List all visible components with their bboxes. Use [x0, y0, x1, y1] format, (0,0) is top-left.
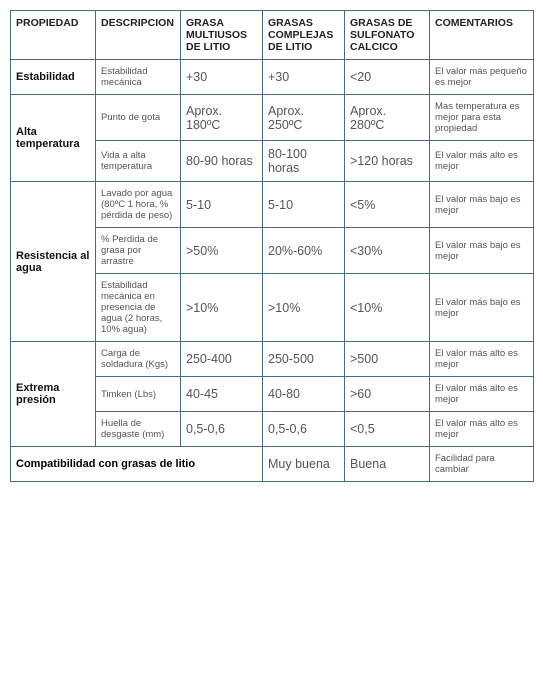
prop-cell: Estabilidad [11, 60, 96, 95]
val-cell: >10% [263, 274, 345, 342]
comment-cell: El valor más bajo es mejor [430, 182, 534, 228]
val-cell: +30 [263, 60, 345, 95]
val-cell: <10% [345, 274, 430, 342]
comment-cell: El valor más alto es mejor [430, 342, 534, 377]
val-cell: >120 horas [345, 141, 430, 182]
val-cell: >50% [181, 228, 263, 274]
comment-cell: El valor más alto es mejor [430, 377, 534, 412]
prop-cell: Extrema presión [11, 342, 96, 447]
col-grasas-complejas: GRASAS COMPLEJAS DE LITIO [263, 11, 345, 60]
header-row: PROPIEDAD DESCRIPCION GRASA MULTIUSOS DE… [11, 11, 534, 60]
val-cell: 40-45 [181, 377, 263, 412]
table-row: Extrema presión Carga de soldadura (Kgs)… [11, 342, 534, 377]
grease-comparison-table: PROPIEDAD DESCRIPCION GRASA MULTIUSOS DE… [10, 10, 534, 482]
desc-cell: Lavado por agua (80ºC 1 hora, % pérdida … [96, 182, 181, 228]
val-cell: Muy buena [263, 447, 345, 482]
desc-cell: Huella de desgaste (mm) [96, 412, 181, 447]
val-cell: +30 [181, 60, 263, 95]
val-cell: 250-500 [263, 342, 345, 377]
comment-cell: Facilidad para cambiar [430, 447, 534, 482]
val-cell: 80-100 horas [263, 141, 345, 182]
comment-cell: El valor más pequeño es mejor [430, 60, 534, 95]
col-grasas-sulfonato: GRASAS DE SULFONATO CALCICO [345, 11, 430, 60]
comment-cell: El valor más alto es mejor [430, 141, 534, 182]
prop-cell: Resistencia al agua [11, 182, 96, 342]
col-propiedad: PROPIEDAD [11, 11, 96, 60]
desc-cell: Carga de soldadura (Kgs) [96, 342, 181, 377]
desc-cell: Timken (Lbs) [96, 377, 181, 412]
val-cell: <20 [345, 60, 430, 95]
table-body: Estabilidad Estabilidad mecánica +30 +30… [11, 60, 534, 482]
comment-cell: El valor más bajo es mejor [430, 228, 534, 274]
table-row: Estabilidad Estabilidad mecánica +30 +30… [11, 60, 534, 95]
val-cell: Aprox. 280ºC [345, 95, 430, 141]
val-cell: 0,5-0,6 [181, 412, 263, 447]
val-cell: >60 [345, 377, 430, 412]
table-row: Alta temperatura Punto de gota Aprox. 18… [11, 95, 534, 141]
val-cell: 0,5-0,6 [263, 412, 345, 447]
val-cell: Aprox. 180ºC [181, 95, 263, 141]
table-row: Resistencia al agua Lavado por agua (80º… [11, 182, 534, 228]
comment-cell: El valor más bajo es mejor [430, 274, 534, 342]
val-cell: >10% [181, 274, 263, 342]
col-descripcion: DESCRIPCION [96, 11, 181, 60]
val-cell: 80-90 horas [181, 141, 263, 182]
val-cell: Buena [345, 447, 430, 482]
val-cell: <5% [345, 182, 430, 228]
prop-cell: Alta temperatura [11, 95, 96, 182]
val-cell: 250-400 [181, 342, 263, 377]
val-cell: <30% [345, 228, 430, 274]
desc-cell: Punto de gota [96, 95, 181, 141]
val-cell: <0,5 [345, 412, 430, 447]
comment-cell: Mas temperatura es mejor para esta propi… [430, 95, 534, 141]
desc-cell: % Perdida de grasa por arrastre [96, 228, 181, 274]
val-cell: 40-80 [263, 377, 345, 412]
val-cell: 5-10 [181, 182, 263, 228]
val-cell: Aprox. 250ºC [263, 95, 345, 141]
desc-cell: Vida a alta temperatura [96, 141, 181, 182]
desc-cell: Estabilidad mecánica [96, 60, 181, 95]
val-cell: 20%-60% [263, 228, 345, 274]
desc-cell: Estabilidad mecánica en presencia de agu… [96, 274, 181, 342]
col-grasa-multiusos: GRASA MULTIUSOS DE LITIO [181, 11, 263, 60]
table-row-compat: Compatibilidad con grasas de litio Muy b… [11, 447, 534, 482]
val-cell: 5-10 [263, 182, 345, 228]
val-cell: >500 [345, 342, 430, 377]
comment-cell: El valor más alto es mejor [430, 412, 534, 447]
col-comentarios: COMENTARIOS [430, 11, 534, 60]
compat-label-cell: Compatibilidad con grasas de litio [11, 447, 263, 482]
